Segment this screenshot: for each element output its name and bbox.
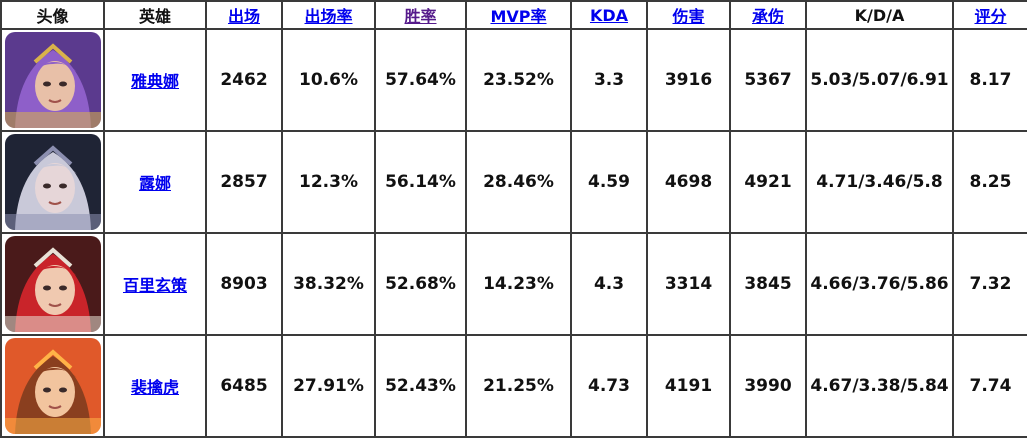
header-score[interactable]: 评分 <box>952 0 1027 30</box>
sort-appearance-rate-link[interactable]: 出场率 <box>304 7 353 26</box>
damage-cell: 4191 <box>646 334 731 438</box>
appearances-cell: 6485 <box>205 334 283 438</box>
appearance-rate-cell: 10.6% <box>281 28 376 132</box>
header-mvp-rate[interactable]: MVP率 <box>465 0 572 30</box>
header-damage-taken[interactable]: 承伤 <box>729 0 807 30</box>
kda-cell: 3.3 <box>570 28 648 132</box>
kda-detail-cell: 4.67/3.38/5.84 <box>805 334 954 438</box>
damage-cell: 3916 <box>646 28 731 132</box>
table-row: 雅典娜 2462 10.6% 57.64% 23.52% 3.3 3916 53… <box>0 28 1027 132</box>
mvp-rate-cell: 28.46% <box>465 130 572 234</box>
mvp-rate-cell: 23.52% <box>465 28 572 132</box>
damage-cell: 4698 <box>646 130 731 234</box>
mvp-rate-cell: 14.23% <box>465 232 572 336</box>
hero-portrait[interactable] <box>4 236 101 332</box>
appearance-rate-cell: 38.32% <box>281 232 376 336</box>
sort-damage-link[interactable]: 伤害 <box>672 7 705 26</box>
header-row: 头像 英雄 出场 出场率 胜率 MVP率 KDA 伤害 承伤 K/D/A 评分 <box>0 0 1027 30</box>
avatar-cell <box>0 130 105 234</box>
hero-portrait[interactable] <box>4 32 101 128</box>
kda-cell: 4.3 <box>570 232 648 336</box>
header-appearances[interactable]: 出场 <box>205 0 283 30</box>
hero-name-link[interactable]: 露娜 <box>138 174 171 193</box>
win-rate-cell: 52.43% <box>374 334 467 438</box>
damage-taken-cell: 4921 <box>729 130 807 234</box>
header-hero: 英雄 <box>103 0 207 30</box>
table-row: 露娜 2857 12.3% 56.14% 28.46% 4.59 4698 49… <box>0 130 1027 234</box>
header-kda-detail: K/D/A <box>805 0 954 30</box>
sort-score-link[interactable]: 评分 <box>974 7 1007 26</box>
hero-name-link[interactable]: 雅典娜 <box>130 72 179 91</box>
hero-cell[interactable]: 百里玄策 <box>103 232 207 336</box>
kda-cell: 4.59 <box>570 130 648 234</box>
header-appearance-rate[interactable]: 出场率 <box>281 0 376 30</box>
damage-cell: 3314 <box>646 232 731 336</box>
header-avatar: 头像 <box>0 0 105 30</box>
mvp-rate-cell: 21.25% <box>465 334 572 438</box>
header-win-rate[interactable]: 胜率 <box>374 0 467 30</box>
sort-win-rate-link[interactable]: 胜率 <box>404 7 437 26</box>
kda-detail-cell: 5.03/5.07/6.91 <box>805 28 954 132</box>
hero-cell[interactable]: 雅典娜 <box>103 28 207 132</box>
score-cell: 8.25 <box>952 130 1027 234</box>
win-rate-cell: 52.68% <box>374 232 467 336</box>
score-cell: 8.17 <box>952 28 1027 132</box>
hero-cell[interactable]: 露娜 <box>103 130 207 234</box>
damage-taken-cell: 3990 <box>729 334 807 438</box>
sort-kda-link[interactable]: KDA <box>589 5 629 25</box>
hero-portrait[interactable] <box>4 338 101 434</box>
table-row: 裴擒虎 6485 27.91% 52.43% 21.25% 4.73 4191 … <box>0 334 1027 438</box>
table-row: 百里玄策 8903 38.32% 52.68% 14.23% 4.3 3314 … <box>0 232 1027 336</box>
hero-cell[interactable]: 裴擒虎 <box>103 334 207 438</box>
kda-detail-cell: 4.71/3.46/5.8 <box>805 130 954 234</box>
header-damage[interactable]: 伤害 <box>646 0 731 30</box>
avatar-cell <box>0 334 105 438</box>
appearances-cell: 2462 <box>205 28 283 132</box>
avatar-cell <box>0 232 105 336</box>
avatar-cell <box>0 28 105 132</box>
appearance-rate-cell: 27.91% <box>281 334 376 438</box>
sort-mvp-rate-link[interactable]: MVP率 <box>490 7 547 26</box>
win-rate-cell: 56.14% <box>374 130 467 234</box>
damage-taken-cell: 3845 <box>729 232 807 336</box>
hero-portrait[interactable] <box>4 134 101 230</box>
win-rate-cell: 57.64% <box>374 28 467 132</box>
hero-name-link[interactable]: 裴擒虎 <box>130 378 179 397</box>
kda-detail-cell: 4.66/3.76/5.86 <box>805 232 954 336</box>
kda-cell: 4.73 <box>570 334 648 438</box>
header-kda[interactable]: KDA <box>570 0 648 30</box>
sort-damage-taken-link[interactable]: 承伤 <box>751 7 784 26</box>
score-cell: 7.74 <box>952 334 1027 438</box>
appearances-cell: 2857 <box>205 130 283 234</box>
damage-taken-cell: 5367 <box>729 28 807 132</box>
appearance-rate-cell: 12.3% <box>281 130 376 234</box>
score-cell: 7.32 <box>952 232 1027 336</box>
appearances-cell: 8903 <box>205 232 283 336</box>
sort-appearances-link[interactable]: 出场 <box>227 7 260 26</box>
hero-name-link[interactable]: 百里玄策 <box>122 276 187 295</box>
